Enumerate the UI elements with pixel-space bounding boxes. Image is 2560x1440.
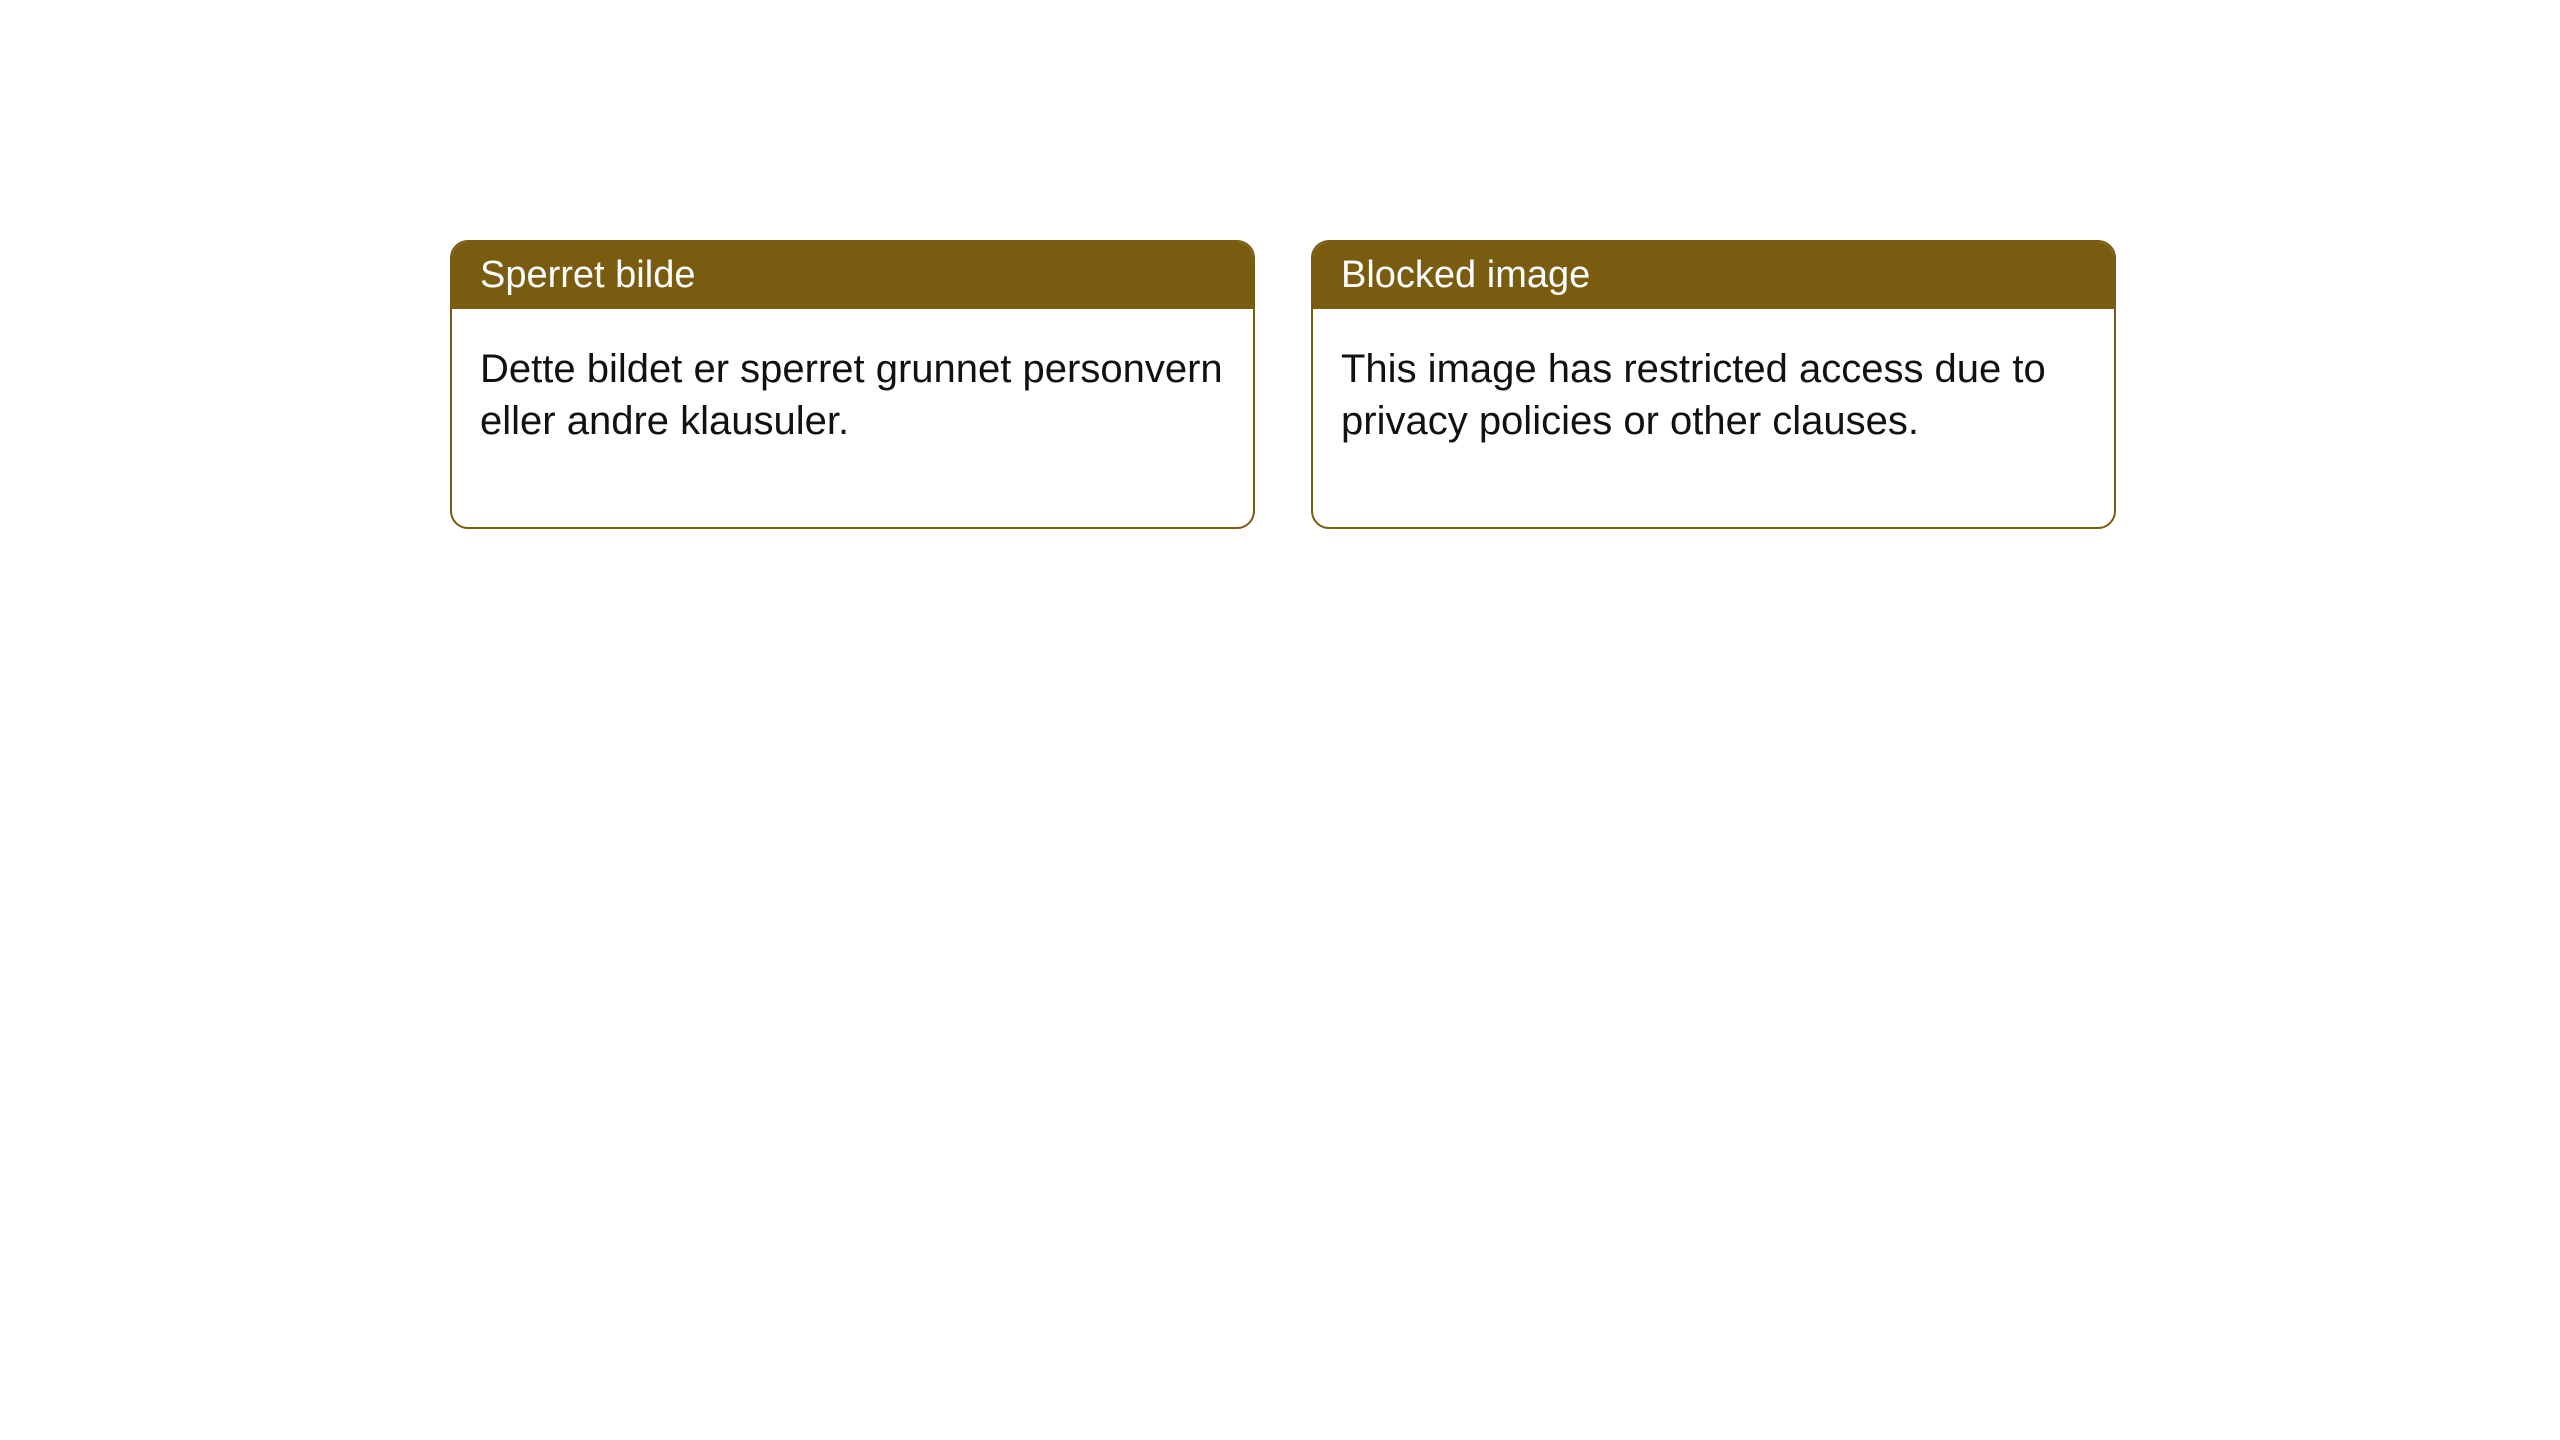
card-body-norwegian: Dette bildet er sperret grunnet personve… (452, 309, 1253, 527)
card-header-norwegian: Sperret bilde (452, 242, 1253, 309)
card-header-english: Blocked image (1313, 242, 2114, 309)
blocked-image-card-english: Blocked image This image has restricted … (1311, 240, 2116, 529)
blocked-image-card-norwegian: Sperret bilde Dette bildet er sperret gr… (450, 240, 1255, 529)
card-body-english: This image has restricted access due to … (1313, 309, 2114, 527)
notice-container: Sperret bilde Dette bildet er sperret gr… (0, 0, 2560, 529)
